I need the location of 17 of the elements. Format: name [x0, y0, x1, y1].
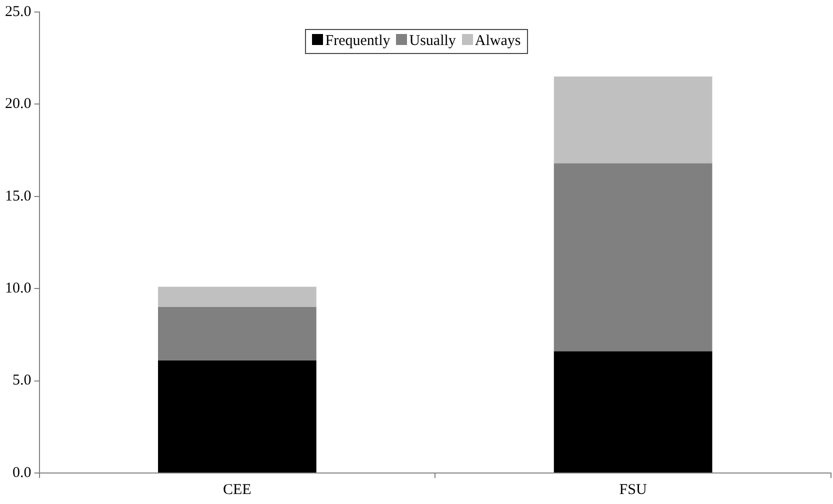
- y-tick-label: 15.0: [5, 188, 32, 204]
- y-tick-label: 5.0: [12, 372, 32, 389]
- y-tick-label: 20.0: [5, 96, 32, 112]
- legend-label: Usually: [408, 33, 456, 50]
- bar: [554, 76, 712, 164]
- bar: [158, 286, 316, 308]
- bar: [158, 360, 316, 472]
- bar: [554, 351, 712, 472]
- y-tick-label: 0.0: [12, 464, 32, 481]
- legend-label: Frequently: [324, 33, 390, 50]
- bar: [554, 163, 712, 352]
- bar: [158, 307, 316, 361]
- y-tick-label: 25.0: [5, 4, 32, 20]
- x-tick-label: FSU: [619, 482, 647, 498]
- y-tick-label: 10.0: [5, 280, 32, 297]
- x-tick-label: CEE: [223, 482, 252, 498]
- legend-label: Always: [474, 33, 521, 50]
